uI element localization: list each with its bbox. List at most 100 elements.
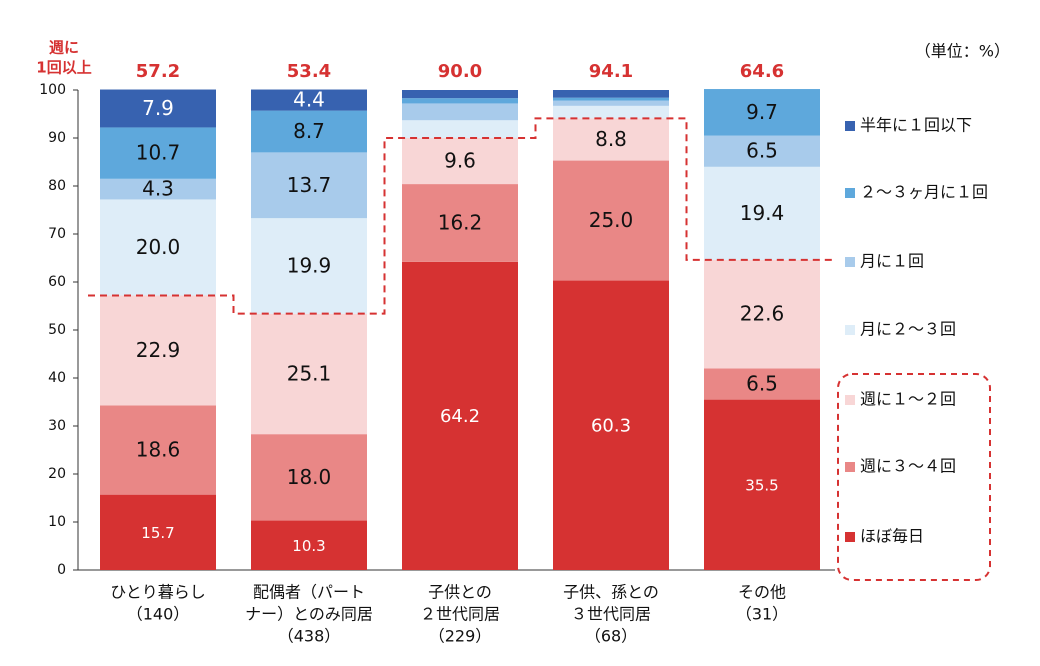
bar-segment bbox=[553, 105, 669, 119]
value-label: 8.8 bbox=[595, 127, 627, 151]
bar-segment bbox=[704, 89, 820, 136]
bar-segment bbox=[251, 313, 367, 435]
value-label: 22.6 bbox=[740, 302, 785, 326]
bar-segment bbox=[704, 399, 820, 570]
y-tick-label: 10 bbox=[48, 514, 66, 530]
legend-swatch bbox=[845, 532, 855, 542]
legend-swatch bbox=[845, 257, 855, 267]
bar-segment bbox=[251, 520, 367, 570]
legend-highlight bbox=[837, 373, 991, 581]
x-tick-label: 子供との bbox=[428, 583, 492, 602]
y-tick-label: 20 bbox=[48, 466, 66, 482]
total-label: 94.1 bbox=[589, 61, 633, 82]
bar-segment bbox=[553, 118, 669, 161]
x-tick-label: （68） bbox=[585, 627, 637, 646]
y-tick-label: 100 bbox=[39, 82, 66, 98]
legend-swatch bbox=[845, 395, 855, 405]
bar-segment bbox=[402, 138, 518, 185]
value-label: 64.2 bbox=[440, 406, 480, 427]
bar-segment bbox=[100, 89, 216, 128]
legend-label: 半年に１回以下 bbox=[860, 116, 972, 135]
y-tick-label: 0 bbox=[57, 562, 66, 578]
bar-segment bbox=[553, 90, 669, 98]
bar-segment bbox=[100, 405, 216, 495]
value-label: 19.9 bbox=[287, 253, 332, 277]
y-tick-label: 70 bbox=[48, 226, 66, 242]
x-tick-label: （438） bbox=[278, 627, 341, 646]
value-label: 19.4 bbox=[740, 201, 785, 225]
unit-label: （単位：%） bbox=[915, 42, 1010, 61]
bar-segment bbox=[100, 178, 216, 200]
weekly-threshold bbox=[88, 117, 832, 315]
bar-segment bbox=[704, 135, 820, 167]
bar-segment bbox=[100, 127, 216, 179]
bar-segment bbox=[100, 494, 216, 570]
bar-segment bbox=[251, 152, 367, 219]
y-tick-label: 40 bbox=[48, 370, 66, 386]
legend-label: 月に１回 bbox=[860, 252, 924, 271]
total-label: 57.2 bbox=[136, 61, 180, 82]
value-label: 16.2 bbox=[438, 210, 483, 234]
legend-label: 月に２～３回 bbox=[860, 320, 956, 339]
value-label: 22.9 bbox=[136, 338, 181, 362]
legend-label: ２～３ヶ月に１回 bbox=[860, 183, 988, 202]
bar-segment bbox=[251, 110, 367, 153]
legend-swatch bbox=[845, 325, 855, 335]
bar-segment bbox=[402, 98, 518, 104]
bar-segment bbox=[553, 97, 669, 101]
x-tick-label: （31） bbox=[736, 605, 788, 624]
y-tick-label: 50 bbox=[48, 322, 66, 338]
bar-segment bbox=[402, 261, 518, 570]
bar-segment bbox=[402, 120, 518, 138]
bar-segment bbox=[553, 100, 669, 106]
total-caption: 週に bbox=[49, 39, 79, 57]
bar-segment bbox=[251, 434, 367, 521]
bar-segment bbox=[251, 218, 367, 314]
y-tick-label: 80 bbox=[48, 178, 66, 194]
value-label: 6.5 bbox=[746, 139, 778, 163]
value-label: 18.6 bbox=[136, 438, 181, 462]
bar-segment bbox=[100, 295, 216, 406]
total-label: 90.0 bbox=[438, 61, 482, 82]
value-label: 4.3 bbox=[142, 177, 174, 201]
bar-segment bbox=[251, 89, 367, 111]
y-tick-label: 90 bbox=[48, 130, 66, 146]
legend-swatch bbox=[845, 188, 855, 198]
legend-swatch bbox=[845, 121, 855, 131]
bar-segment bbox=[553, 160, 669, 281]
bar-segment bbox=[100, 199, 216, 296]
value-label: 7.9 bbox=[142, 96, 174, 120]
value-label: 15.7 bbox=[141, 524, 174, 542]
value-label: 9.7 bbox=[746, 100, 778, 124]
total-caption: 1回以上 bbox=[36, 59, 91, 77]
x-tick-label: （140） bbox=[127, 605, 190, 624]
legend-label: 週に１～２回 bbox=[860, 390, 956, 409]
bar-segment bbox=[402, 103, 518, 121]
legend-label: ほぼ毎日 bbox=[860, 527, 924, 546]
value-label: 4.4 bbox=[293, 88, 325, 112]
value-label: 6.5 bbox=[746, 372, 778, 396]
value-label: 25.1 bbox=[287, 361, 332, 385]
value-label: 18.0 bbox=[287, 465, 332, 489]
value-label: 13.7 bbox=[287, 173, 332, 197]
bar-segment bbox=[402, 184, 518, 262]
bar-segment bbox=[553, 280, 669, 570]
bar-segment bbox=[704, 368, 820, 400]
value-label: 25.0 bbox=[589, 208, 634, 232]
x-tick-label: ナー）とのみ同居 bbox=[245, 605, 373, 624]
legend-label: 週に３～４回 bbox=[860, 457, 956, 476]
value-label: 9.6 bbox=[444, 149, 476, 173]
value-label: 60.3 bbox=[591, 415, 631, 436]
legend-swatch bbox=[845, 462, 855, 472]
x-tick-label: 配偶者（パート bbox=[253, 583, 365, 602]
x-tick-label: （229） bbox=[429, 627, 492, 646]
bar-segment bbox=[704, 166, 820, 260]
x-tick-label: ひとり暮らし bbox=[110, 583, 206, 602]
x-tick-label: ３世代同居 bbox=[571, 605, 651, 624]
value-label: 35.5 bbox=[745, 476, 778, 494]
bar-segment bbox=[402, 90, 518, 99]
value-label: 10.7 bbox=[136, 141, 181, 165]
x-tick-label: ２世代同居 bbox=[420, 605, 500, 624]
total-label: 64.6 bbox=[740, 61, 784, 82]
